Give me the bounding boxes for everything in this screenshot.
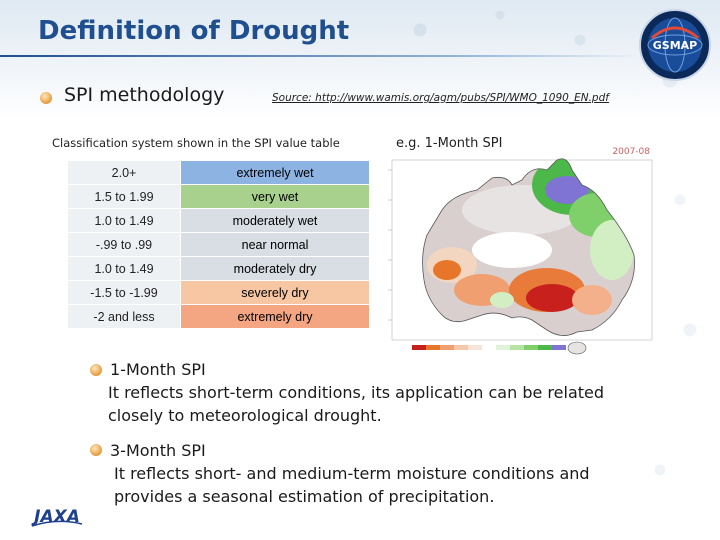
table-row: -1.5 to -1.99 severely dry <box>67 280 370 305</box>
spi-category-cell: extremely dry <box>180 304 370 329</box>
table-row: 1.0 to 1.49 moderately dry <box>67 256 370 281</box>
table-row: 1.0 to 1.49 moderately wet <box>67 208 370 233</box>
map-y-axis-ticks <box>388 169 392 321</box>
table-caption: Classification system shown in the SPI v… <box>52 136 340 150</box>
point-2-line-2: provides a seasonal estimation of precip… <box>114 487 495 506</box>
page-title: Definition of Drought <box>38 16 350 46</box>
map-date-label: 2007-08 <box>612 147 650 157</box>
point-1-title: 1-Month SPI <box>110 360 206 379</box>
spi-map-australia: 2007-08 <box>388 147 653 355</box>
spi-category-cell: moderately dry <box>180 256 370 281</box>
spi-category-cell: severely dry <box>180 280 370 305</box>
spi-value-cell: 2.0+ <box>67 160 181 185</box>
point-2-line-1: It reflects short- and medium-term moist… <box>114 464 590 483</box>
point-1-line-1: It reflects short-term conditions, its a… <box>108 383 605 402</box>
point-1-line-2: closely to meteorological drought. <box>108 406 382 425</box>
spi-category-cell: extremely wet <box>180 160 370 185</box>
spi-value-cell: 1.5 to 1.99 <box>67 184 181 209</box>
table-row: -.99 to .99 near normal <box>67 232 370 257</box>
example-label: e.g. 1-Month SPI <box>396 136 503 151</box>
gsmap-logo-text: GSMAP <box>653 39 697 52</box>
spi-value-cell: 1.0 to 1.49 <box>67 208 181 233</box>
point-2-title: 3-Month SPI <box>110 441 206 460</box>
bullet-icon <box>40 92 52 104</box>
spi-category-cell: moderately wet <box>180 208 370 233</box>
spi-value-cell: 1.0 to 1.49 <box>67 256 181 281</box>
gsmap-logo: GSMAP <box>639 9 711 81</box>
table-row: -2 and less extremely dry <box>67 304 370 329</box>
point-1-body: It reflects short-term conditions, its a… <box>108 381 604 427</box>
map-color-legend <box>412 345 566 350</box>
spi-category-cell: very wet <box>180 184 370 209</box>
spi-value-cell: -2 and less <box>67 304 181 329</box>
spi-category-cell: near normal <box>180 232 370 257</box>
spi-methodology-heading: SPI methodology <box>64 84 225 106</box>
bullet-icon <box>90 364 102 376</box>
spi-value-cell: -.99 to .99 <box>67 232 181 257</box>
bullet-icon <box>90 444 102 456</box>
table-row: 2.0+ extremely wet <box>67 160 370 185</box>
spi-value-cell: -1.5 to -1.99 <box>67 280 181 305</box>
jaxa-logo: JAXA <box>31 507 83 527</box>
point-2-body: It reflects short- and medium-term moist… <box>114 462 590 508</box>
table-row: 1.5 to 1.99 very wet <box>67 184 370 209</box>
spi-classification-table: 2.0+ extremely wet 1.5 to 1.99 very wet 1.0 … <box>67 160 370 329</box>
title-underline <box>0 55 640 57</box>
source-link[interactable]: Source: http://www.wamis.org/agm/pubs/SP… <box>272 92 609 104</box>
